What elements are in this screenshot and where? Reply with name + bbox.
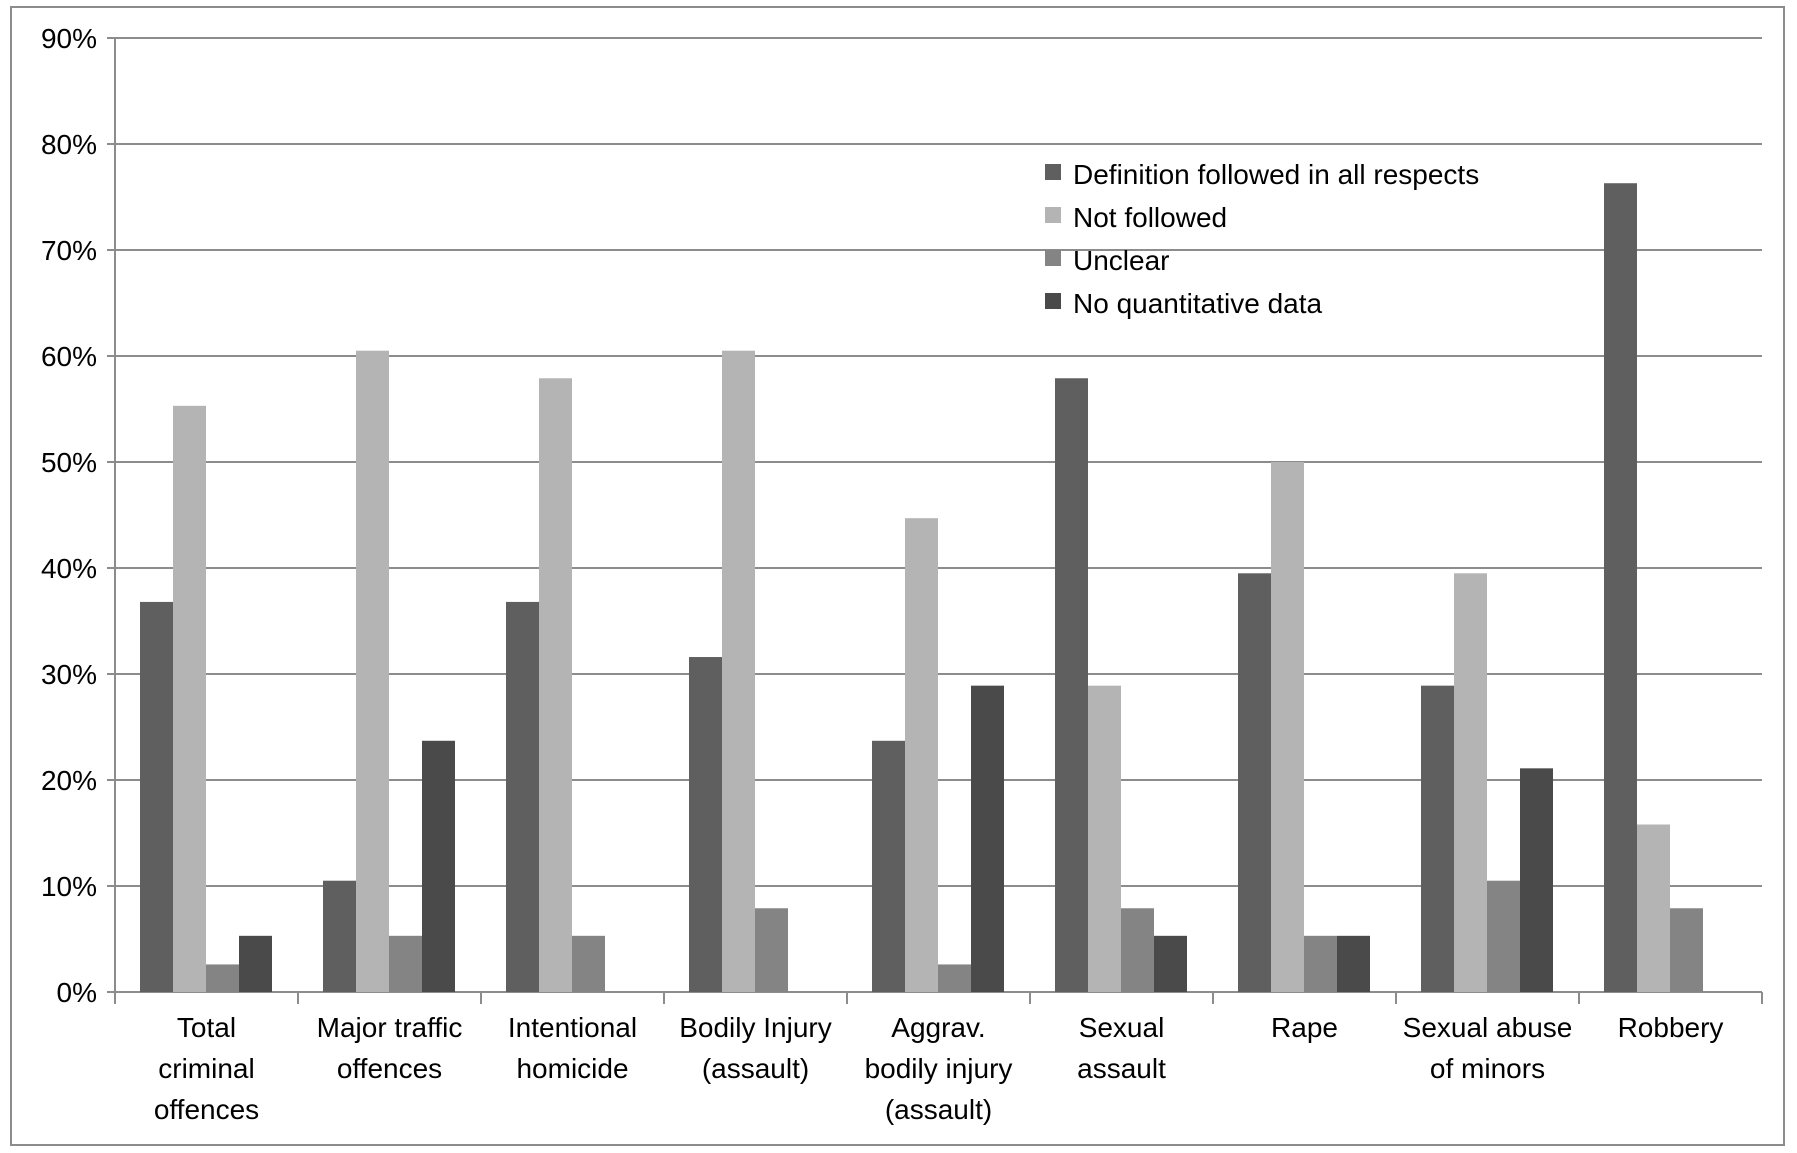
x-category-label: criminal — [158, 1053, 254, 1084]
x-category-label: Robbery — [1618, 1012, 1724, 1043]
y-tick-label: 0% — [57, 977, 97, 1008]
bar — [938, 964, 971, 992]
legend-swatch — [1045, 293, 1061, 309]
bar — [389, 935, 422, 992]
bar — [1454, 573, 1487, 992]
bar — [506, 601, 539, 992]
x-category-label: (assault) — [885, 1094, 992, 1125]
bar — [173, 405, 206, 992]
bar — [140, 601, 173, 992]
bar — [1487, 880, 1520, 992]
x-category-label: Rape — [1271, 1012, 1338, 1043]
bar — [1421, 685, 1454, 992]
x-category-label: of minors — [1430, 1053, 1545, 1084]
bar — [1271, 462, 1304, 992]
y-tick-label: 70% — [41, 235, 97, 266]
x-category-label: offences — [337, 1053, 442, 1084]
y-tick-label: 40% — [41, 553, 97, 584]
bar — [239, 935, 272, 992]
bar — [1520, 768, 1553, 992]
bar — [206, 964, 239, 992]
y-tick-label: 90% — [41, 23, 97, 54]
bar — [1337, 935, 1370, 992]
y-tick-label: 50% — [41, 447, 97, 478]
bar — [905, 518, 938, 992]
y-tick-label: 80% — [41, 129, 97, 160]
bar — [1238, 573, 1271, 992]
bar — [323, 880, 356, 992]
x-category-label: homicide — [516, 1053, 628, 1084]
legend-label: No quantitative data — [1073, 288, 1322, 319]
bar — [872, 740, 905, 992]
bar — [1637, 824, 1670, 992]
bar — [356, 350, 389, 992]
legend-label: Unclear — [1073, 245, 1169, 276]
x-category-label: Major traffic — [317, 1012, 463, 1043]
bar — [1121, 908, 1154, 992]
legend-label: Definition followed in all respects — [1073, 159, 1479, 190]
legend-swatch — [1045, 250, 1061, 266]
x-category-label: Intentional — [508, 1012, 637, 1043]
bar — [755, 908, 788, 992]
bar — [422, 740, 455, 992]
bar — [722, 350, 755, 992]
bar — [1055, 378, 1088, 992]
bar — [1670, 908, 1703, 992]
bar — [971, 685, 1004, 992]
x-category-label: Sexual — [1079, 1012, 1165, 1043]
legend-swatch — [1045, 164, 1061, 180]
bar — [539, 378, 572, 992]
x-category-label: Bodily Injury — [679, 1012, 832, 1043]
bar — [1304, 935, 1337, 992]
bar — [1088, 685, 1121, 992]
x-category-label: Aggrav. — [891, 1012, 985, 1043]
x-category-label: offences — [154, 1094, 259, 1125]
x-category-label: bodily injury — [865, 1053, 1013, 1084]
y-tick-label: 30% — [41, 659, 97, 690]
bar — [689, 657, 722, 992]
x-category-label: Total — [177, 1012, 236, 1043]
y-tick-label: 20% — [41, 765, 97, 796]
x-category-label: Sexual abuse — [1403, 1012, 1573, 1043]
x-category-label: (assault) — [702, 1053, 809, 1084]
y-tick-label: 60% — [41, 341, 97, 372]
legend-label: Not followed — [1073, 202, 1227, 233]
x-category-label: assault — [1077, 1053, 1166, 1084]
bar — [1604, 183, 1637, 993]
bar — [572, 935, 605, 992]
legend-swatch — [1045, 207, 1061, 223]
bar — [1154, 935, 1187, 992]
y-tick-label: 10% — [41, 871, 97, 902]
